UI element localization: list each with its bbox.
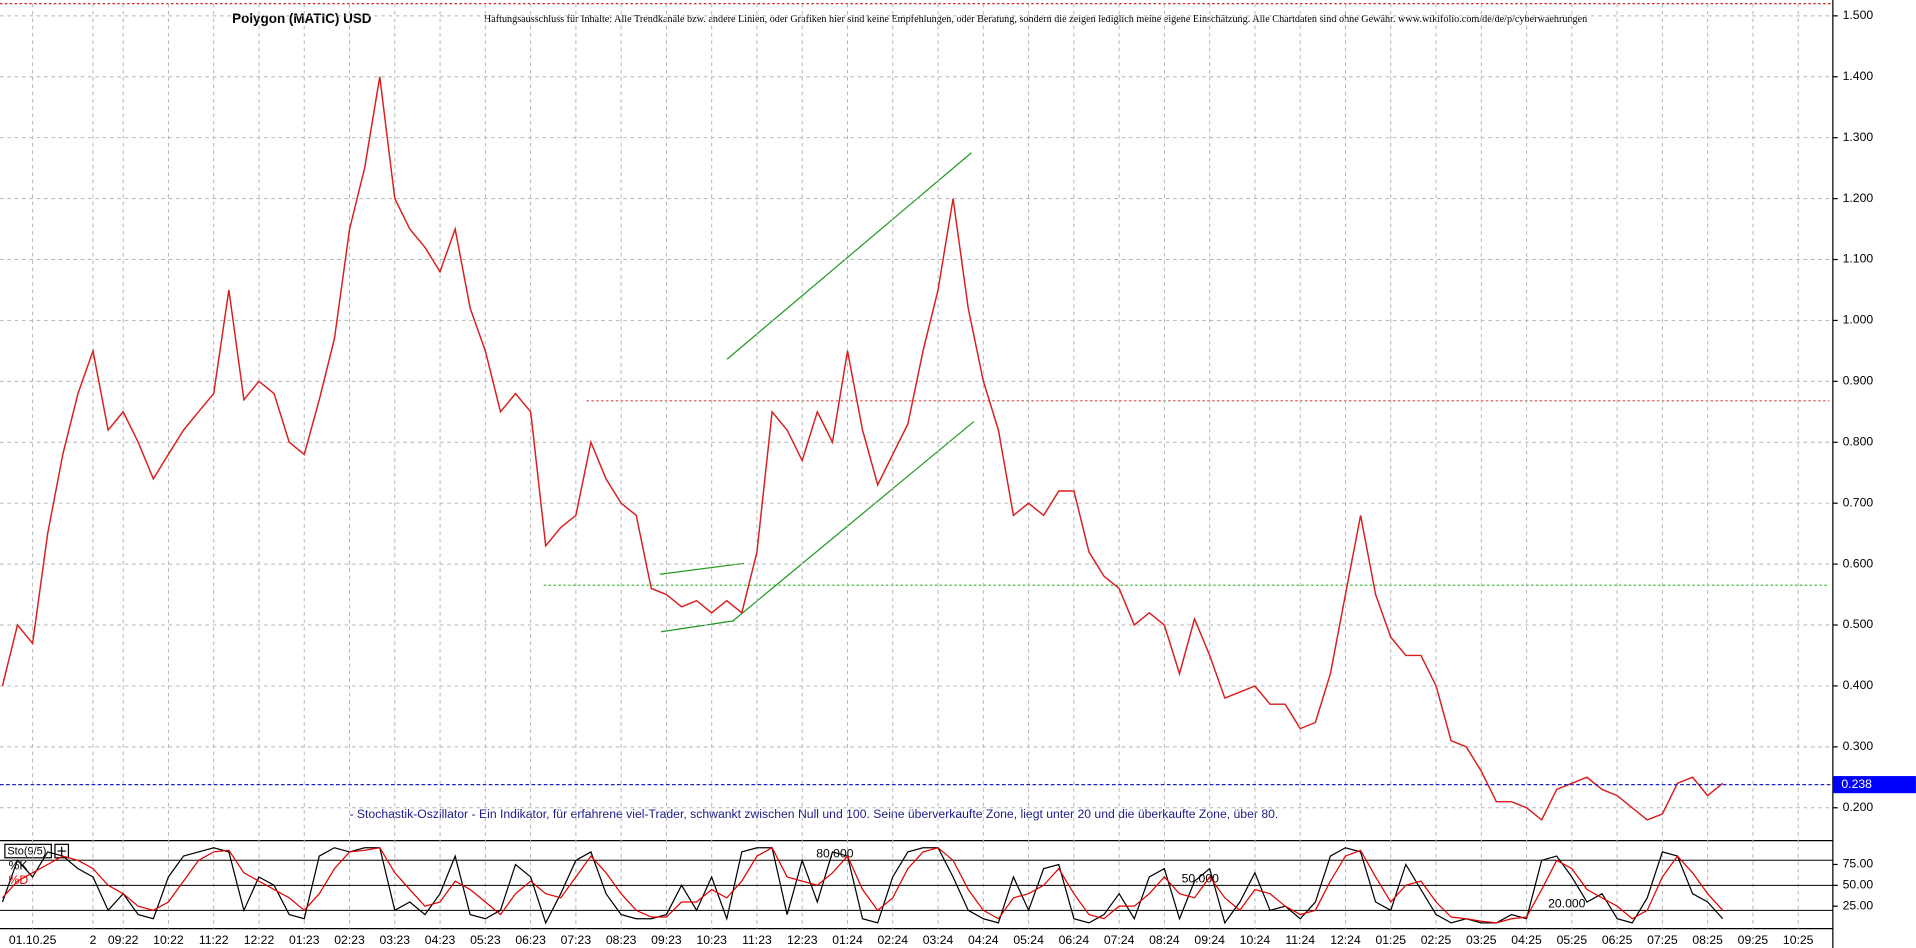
x-tick-label: 11:22 [199,933,229,947]
indicator-title: Sto(9/5) [7,846,46,858]
level-label: 50.000 [1182,871,1220,885]
x-tick-label: 02:25 [1421,933,1452,947]
x-tick-label: 08:24 [1149,933,1180,947]
x-tick-label: 03:23 [380,933,411,947]
x-tick-label: 11:24 [1285,933,1315,947]
y-tick-label: 0.700 [1843,495,1874,509]
y-tick-label: 50.00 [1843,878,1874,892]
data-line [1,847,1724,925]
x-tick-label: 05:24 [1013,933,1044,947]
legend-entry: %D [9,873,29,887]
disclaimer: Haftungsausschluss für Inhalte: Alle Tre… [484,13,1588,25]
x-tick-label: 06:24 [1059,933,1090,947]
x-tick-label: 01:24 [832,933,863,947]
x-tick-label: 09:23 [651,933,682,947]
y-tick-label: 0.400 [1843,678,1874,692]
x-tick-label: 08:25 [1692,933,1723,947]
x-tick-label: 09:22 [108,933,139,947]
x-tick-label: 03:24 [923,933,954,947]
y-tick-label: 75.00 [1843,857,1874,871]
x-tick-label: 2 [90,933,97,947]
x-tick-label: 11:23 [742,933,772,947]
x-tick-label: 05:23 [470,933,501,947]
x-tick-label: 01:25 [1375,933,1406,947]
legend-entry: %K [9,859,28,873]
x-tick-label: 05:25 [1557,933,1588,947]
y-tick-label: 0.200 [1843,800,1874,814]
level-label: 20.000 [1548,896,1586,910]
data-line [1,846,1724,924]
x-tick-label: 06:23 [515,933,546,947]
x-tick-label: 04:24 [968,933,999,947]
x-tick-label: 02:24 [878,933,909,947]
indicator-box [4,843,52,859]
y-tick-label: 1.200 [1843,191,1874,205]
x-tick-label: 12:23 [787,933,818,947]
y-tick-label: 1.300 [1843,130,1874,144]
annotation: - Stochastik-Oszillator - Ein Indikator,… [349,807,1278,821]
x-tick-label: 01.10.25 [9,933,57,947]
trend-channel [659,562,745,575]
y-tick-label: 0.800 [1843,434,1874,448]
last-price-box [1832,776,1916,794]
chart-title: Polygon (MATIC) USD [232,11,372,26]
level-label: 80.000 [816,846,854,860]
y-tick-label: 0.300 [1843,739,1874,753]
y-tick-label: 1.500 [1843,8,1874,22]
x-tick-label: 09:25 [1738,933,1769,947]
y-tick-label: 1.100 [1843,252,1874,266]
x-tick-label: 07:24 [1104,933,1135,947]
y-tick-label: 0.600 [1843,556,1874,570]
x-tick-label: 06:25 [1602,933,1633,947]
y-tick-label: 1.000 [1843,313,1874,327]
x-tick-label: 02:23 [334,933,365,947]
trend-channel [660,620,735,633]
x-tick-label: 08:23 [606,933,637,947]
y-tick-label: 1.400 [1843,69,1874,83]
x-tick-label: 12:24 [1330,933,1361,947]
x-tick-label: 04:23 [425,933,456,947]
data-line [1,76,1724,822]
x-tick-label: 04:25 [1511,933,1542,947]
y-tick-label: 0.900 [1843,374,1874,388]
x-tick-label: 12:22 [244,933,275,947]
x-tick-label: 01:23 [289,933,320,947]
y-tick-label: 0.500 [1843,617,1874,631]
add-icon [57,846,66,856]
x-tick-label: 07:23 [561,933,592,947]
x-tick-label: 10:25 [1783,933,1814,947]
x-tick-label: 10:23 [696,933,727,947]
x-tick-label: 07:25 [1647,933,1678,947]
trend-channel [726,152,972,360]
x-tick-label: 09:24 [1194,933,1225,947]
x-tick-label: 10:22 [153,933,184,947]
y-tick-label: 25.00 [1843,898,1874,912]
x-tick-label: 10:24 [1240,933,1271,947]
x-tick-label: 03:25 [1466,933,1497,947]
trend-channel [732,421,975,622]
last-price-label: 0.238 [1841,777,1872,791]
